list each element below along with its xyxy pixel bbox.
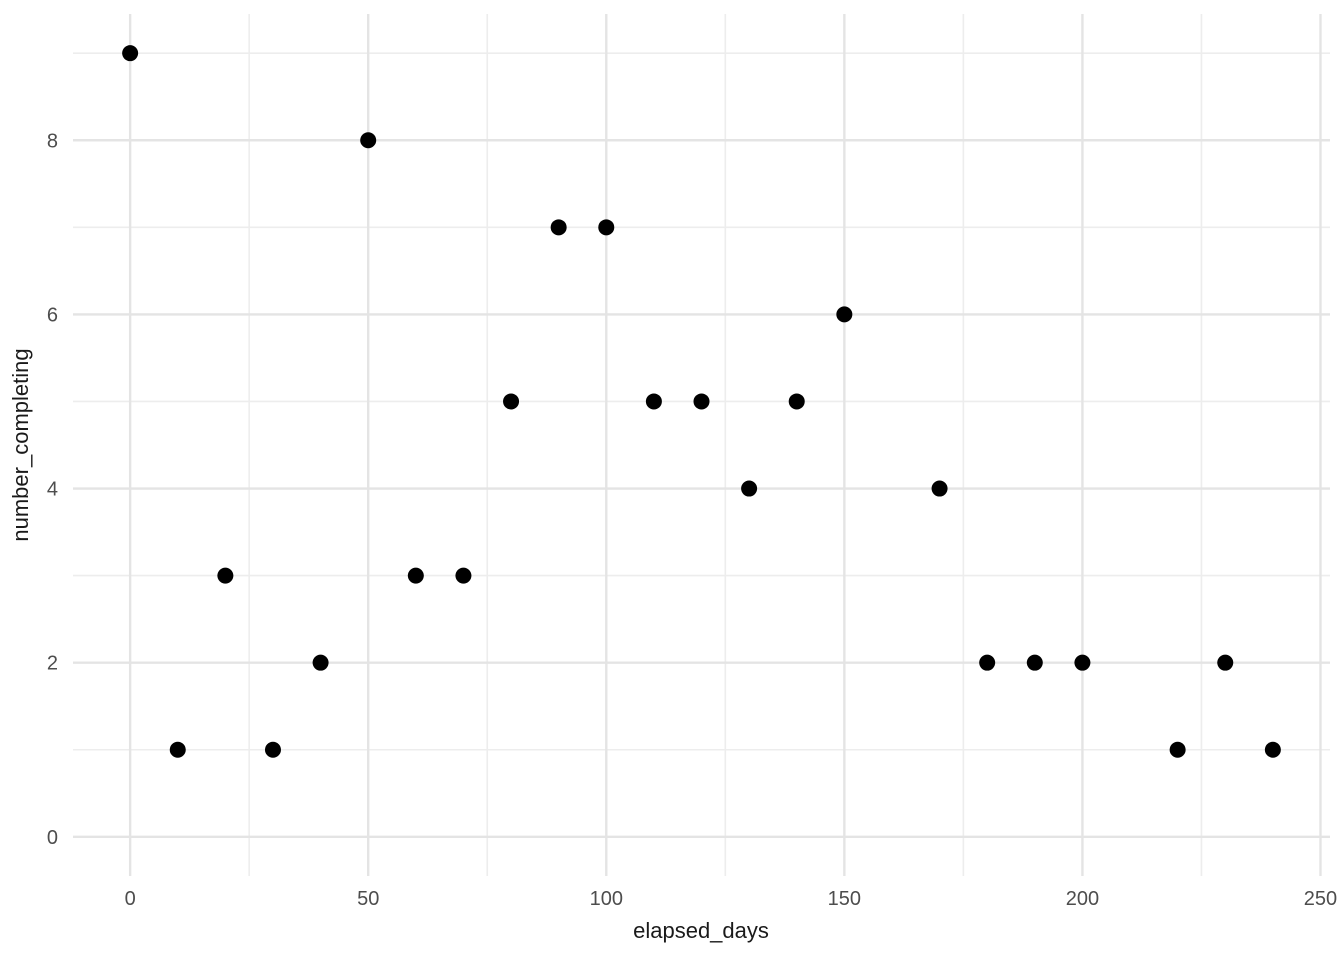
data-point	[741, 480, 758, 497]
x-tick-label: 0	[125, 888, 136, 910]
x-tick-label: 100	[590, 888, 623, 910]
x-tick-label: 200	[1066, 888, 1099, 910]
x-axis-tick-labels: 0 50 100 150 200 250	[125, 888, 1338, 910]
data-point	[550, 219, 567, 236]
data-point	[264, 741, 281, 758]
x-axis-title: elapsed_days	[633, 918, 769, 943]
data-point	[931, 480, 948, 497]
data-points	[122, 45, 1281, 758]
y-axis-title: number_completing	[8, 348, 33, 541]
data-point	[360, 132, 377, 149]
data-point	[598, 219, 615, 236]
x-tick-label: 150	[828, 888, 861, 910]
y-axis-tick-labels: 0 2 4 6 8	[47, 130, 58, 849]
data-point	[836, 306, 853, 323]
y-tick-label: 8	[47, 130, 58, 152]
y-tick-label: 6	[47, 304, 58, 326]
y-tick-label: 0	[47, 827, 58, 849]
x-tick-label: 250	[1304, 888, 1337, 910]
data-point	[1264, 741, 1281, 758]
data-point	[407, 567, 424, 584]
data-point	[312, 654, 329, 671]
data-point	[788, 393, 805, 410]
data-point	[1026, 654, 1043, 671]
y-tick-label: 2	[47, 653, 58, 675]
data-point	[455, 567, 472, 584]
data-point	[122, 45, 139, 62]
minor-gridlines	[73, 14, 1330, 876]
y-tick-label: 4	[47, 479, 58, 501]
data-point	[1074, 654, 1091, 671]
data-point	[979, 654, 996, 671]
x-tick-label: 50	[357, 888, 379, 910]
data-point	[1169, 741, 1186, 758]
data-point	[1217, 654, 1234, 671]
major-gridlines	[73, 14, 1330, 876]
data-point	[693, 393, 710, 410]
data-point	[645, 393, 662, 410]
data-point	[503, 393, 520, 410]
data-point	[169, 741, 186, 758]
data-point	[217, 567, 234, 584]
